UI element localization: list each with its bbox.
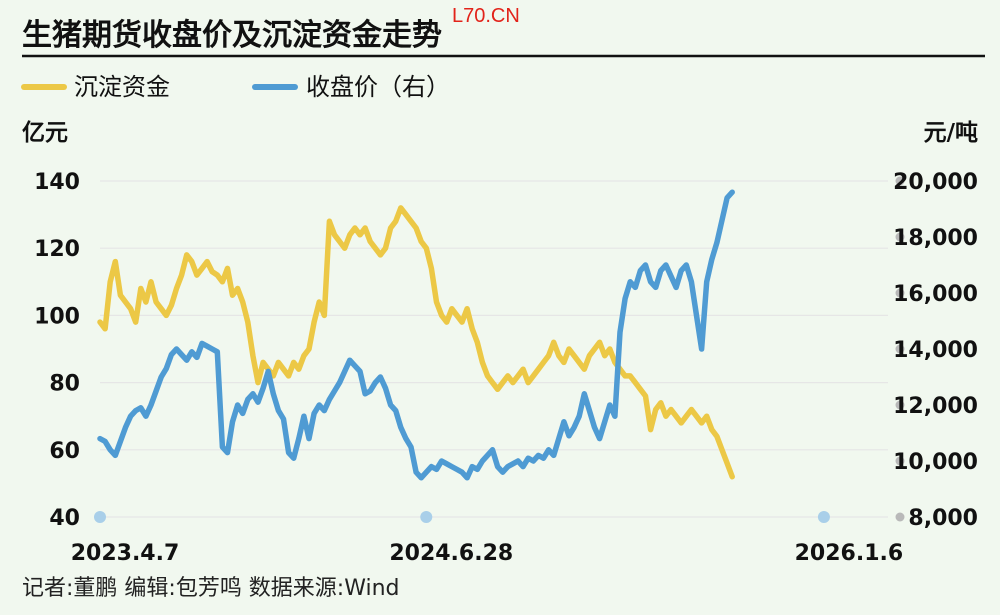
legend-label-price: 收盘价（右）: [306, 73, 450, 101]
left-axis-unit: 亿元: [22, 120, 68, 146]
right-tick-dot: [895, 456, 905, 466]
left-tick-label: 80: [49, 372, 80, 397]
chart-title: 生猪期货收盘价及沉淀资金走势: [22, 18, 442, 53]
x-marker-dot: [420, 511, 433, 523]
legend: 沉淀资金 收盘价（右）: [21, 73, 450, 101]
legend-label-funds: 沉淀资金: [74, 73, 170, 101]
x-marker-dot: [94, 511, 106, 523]
x-tick-label: 2024.6.28: [389, 541, 513, 566]
right-tick-dot: [895, 512, 905, 522]
right-tick-label: 12,000: [893, 394, 978, 419]
grid: [100, 180, 888, 518]
x-marker-dot: [817, 511, 830, 523]
x-axis: 2023.4.7 2024.6.28 2026.1.6: [71, 511, 903, 566]
right-tick-dot: [895, 288, 905, 298]
left-tick-label: 120: [34, 237, 80, 262]
right-tick-label: 14,000: [893, 338, 978, 363]
right-tick-label: 16,000: [893, 282, 978, 307]
right-tick-dot: [895, 344, 905, 354]
right-tick-label: 18,000: [893, 226, 978, 251]
plot-area: [97, 189, 735, 481]
right-tick-dot: [895, 232, 905, 242]
series-line-price: [97, 189, 735, 481]
right-tick-dot: [895, 176, 905, 186]
credits: 记者:董鹏 编辑:包芳鸣 数据来源:Wind: [22, 576, 400, 601]
right-tick-label: 10,000: [893, 450, 978, 475]
right-axis: 8,000 10,000 12,000 14,000 16,000 18,000 20,00…: [893, 170, 978, 531]
left-tick-label: 40: [49, 506, 80, 531]
right-tick-label: 20,000: [893, 170, 978, 195]
x-tick-label: 2026.1.6: [795, 541, 904, 566]
right-tick-label: 8,000: [908, 506, 978, 531]
series-line-funds: [97, 205, 735, 480]
watermark: L70.CN: [452, 5, 520, 27]
x-tick-label: 2023.4.7: [71, 541, 180, 566]
left-axis: 40 60 80 100 120 140: [34, 170, 80, 531]
left-tick-label: 100: [34, 304, 80, 329]
right-axis-unit: 元/吨: [924, 120, 978, 146]
left-tick-label: 60: [49, 439, 80, 464]
right-tick-dot: [895, 400, 905, 410]
left-tick-label: 140: [34, 170, 80, 195]
